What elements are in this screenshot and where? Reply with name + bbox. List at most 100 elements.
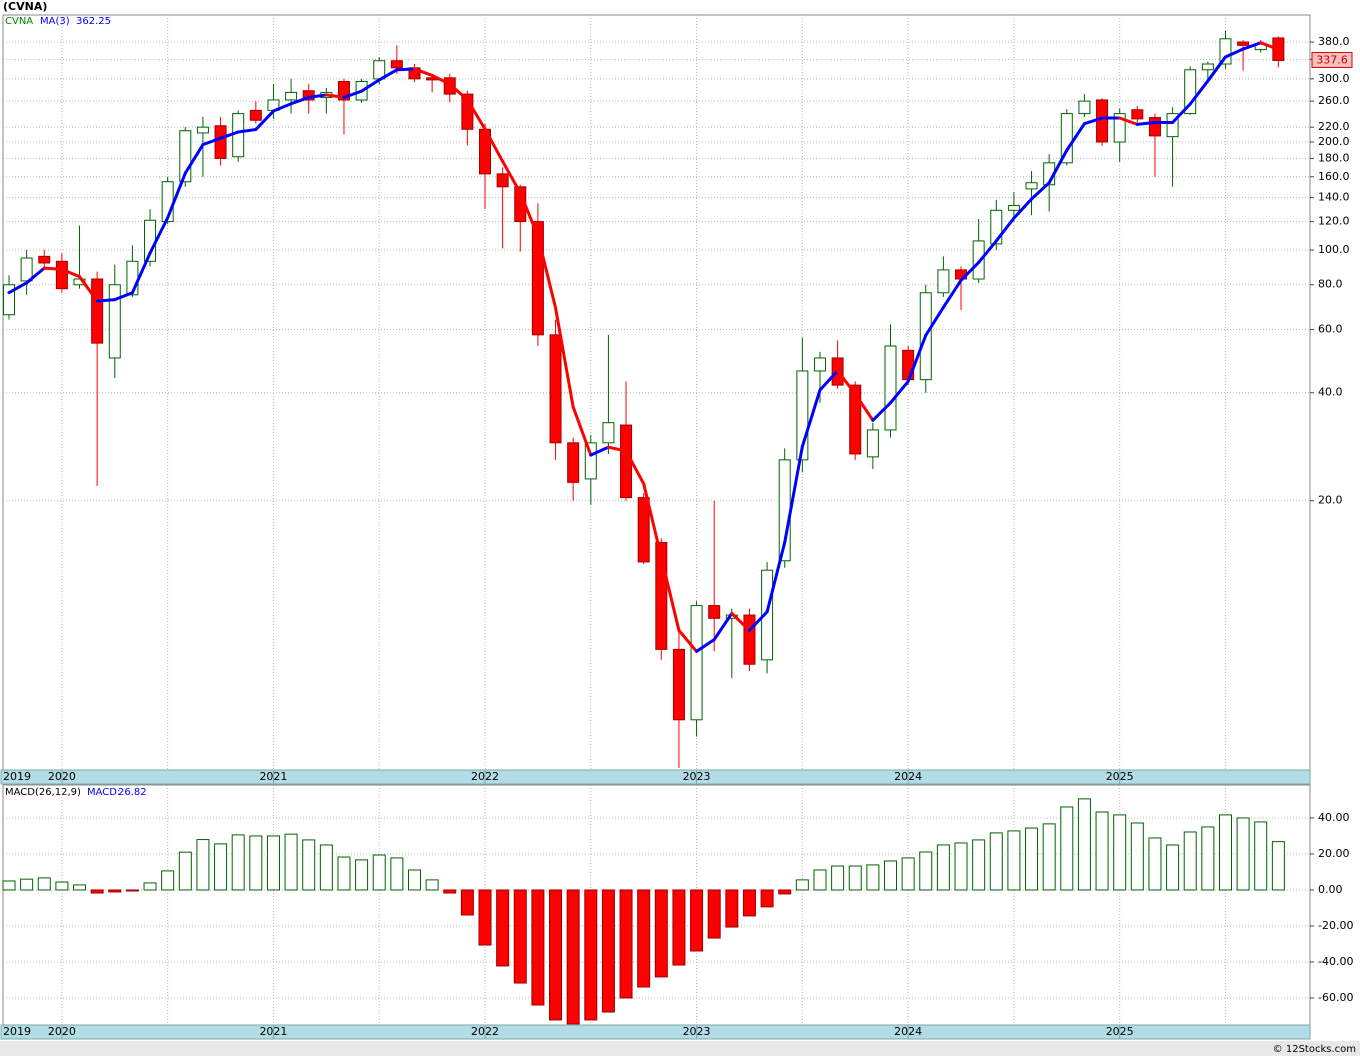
y-tick-label: 20.0 xyxy=(1318,494,1343,507)
candle-body xyxy=(849,384,862,455)
ma-line xyxy=(430,73,452,86)
ma-line xyxy=(1065,122,1086,152)
macd-bar xyxy=(1042,823,1056,891)
macd-bar xyxy=(1113,814,1127,891)
ma-line xyxy=(624,449,646,486)
candle-body xyxy=(55,260,68,290)
ma-line xyxy=(747,610,769,632)
chart-title: (CVNA) xyxy=(3,0,47,13)
macd-bar xyxy=(972,839,986,891)
x-tick-label: 2023 xyxy=(683,770,711,783)
candle-body xyxy=(285,91,298,101)
macd-bar xyxy=(1077,798,1091,891)
ma-line xyxy=(1047,148,1069,185)
x-tick-label: 2020 xyxy=(48,1025,76,1038)
macd-bar xyxy=(654,889,668,978)
ma-line xyxy=(183,143,205,175)
y-tick-label: 140.0 xyxy=(1318,191,1350,204)
macd-bar xyxy=(1254,821,1268,891)
macd-bar xyxy=(760,889,774,908)
macd-current-value: 26.82 xyxy=(118,787,147,798)
ma-line xyxy=(483,127,505,163)
ma-line xyxy=(1188,79,1210,106)
candle-body xyxy=(813,357,826,372)
ma-line xyxy=(1135,120,1157,126)
ma-line xyxy=(554,306,575,409)
ma-line xyxy=(800,388,822,449)
macd-bar xyxy=(337,856,351,891)
legend-symbol: CVNA xyxy=(5,16,33,27)
x-tick-label: 2025 xyxy=(1106,1025,1134,1038)
ma-line xyxy=(78,275,99,303)
ma-line xyxy=(254,109,275,132)
ma-line xyxy=(7,281,29,295)
macd-bar xyxy=(178,851,192,891)
ma-line xyxy=(236,128,258,134)
y-tick-label: 160.0 xyxy=(1318,170,1350,183)
candle-body xyxy=(496,173,509,188)
macd-bar xyxy=(584,889,598,1021)
macd-bar xyxy=(1218,814,1232,891)
macd-bar xyxy=(2,880,16,891)
ma-line xyxy=(113,291,134,302)
ma-line xyxy=(889,379,910,405)
macd-bar xyxy=(1148,837,1162,891)
x-tick-label: 2019 xyxy=(3,770,31,783)
candle-body xyxy=(584,442,597,480)
footer-bar xyxy=(0,1041,1360,1056)
candle-body xyxy=(690,605,703,721)
macd-bar xyxy=(601,889,615,1013)
ma-line xyxy=(906,333,928,383)
ma-line xyxy=(271,102,293,113)
candle-body xyxy=(743,614,756,665)
macd-current-label: MACD: xyxy=(87,787,120,798)
candle-body xyxy=(20,257,33,282)
ma-line xyxy=(1118,116,1139,126)
macd-bar xyxy=(1166,844,1180,891)
candle-body xyxy=(1007,205,1020,211)
macd-bar xyxy=(742,889,756,917)
candle-body xyxy=(531,221,544,336)
macd-bar xyxy=(266,835,280,891)
x-tick-label: 2021 xyxy=(259,1025,287,1038)
candle-body xyxy=(108,284,121,359)
ma-line xyxy=(42,266,64,271)
x-tick-label: 2019 xyxy=(3,1025,31,1038)
macd-bar xyxy=(249,835,263,891)
ma-line xyxy=(342,89,364,99)
macd-bar xyxy=(37,877,51,891)
macd-bar xyxy=(196,839,210,891)
macd-bar xyxy=(936,844,950,891)
macd-bar xyxy=(20,878,34,891)
macd-bar xyxy=(637,889,651,988)
candle-body xyxy=(249,109,262,121)
candle-body xyxy=(567,442,580,483)
macd-bar xyxy=(848,865,862,891)
x-tick-label: 2020 xyxy=(48,770,76,783)
macd-bar xyxy=(707,889,721,939)
candle-body xyxy=(708,605,721,619)
macd-bar xyxy=(919,851,933,891)
y-tick-label: 60.0 xyxy=(1318,323,1343,336)
macd-bar xyxy=(989,832,1003,891)
candle-body xyxy=(937,269,950,294)
ma-line xyxy=(994,216,1016,243)
last-price-badge xyxy=(1311,51,1353,68)
candle-body xyxy=(866,429,879,458)
macd-bar xyxy=(831,865,845,891)
ma-line xyxy=(536,234,558,310)
y-tick-label: 80.0 xyxy=(1318,278,1343,291)
ma-line xyxy=(360,78,381,93)
macd-bar xyxy=(496,889,510,967)
candle-body xyxy=(549,334,562,444)
ma-line xyxy=(712,611,734,642)
y-tick-label: 40.00 xyxy=(1318,811,1350,824)
ma-line xyxy=(95,298,117,303)
macd-bar xyxy=(55,881,69,891)
candle-body xyxy=(1201,63,1214,71)
candle-body xyxy=(1184,69,1197,115)
x-tick-label: 2024 xyxy=(894,770,922,783)
ma-line xyxy=(377,68,399,82)
candle-body xyxy=(232,113,245,158)
